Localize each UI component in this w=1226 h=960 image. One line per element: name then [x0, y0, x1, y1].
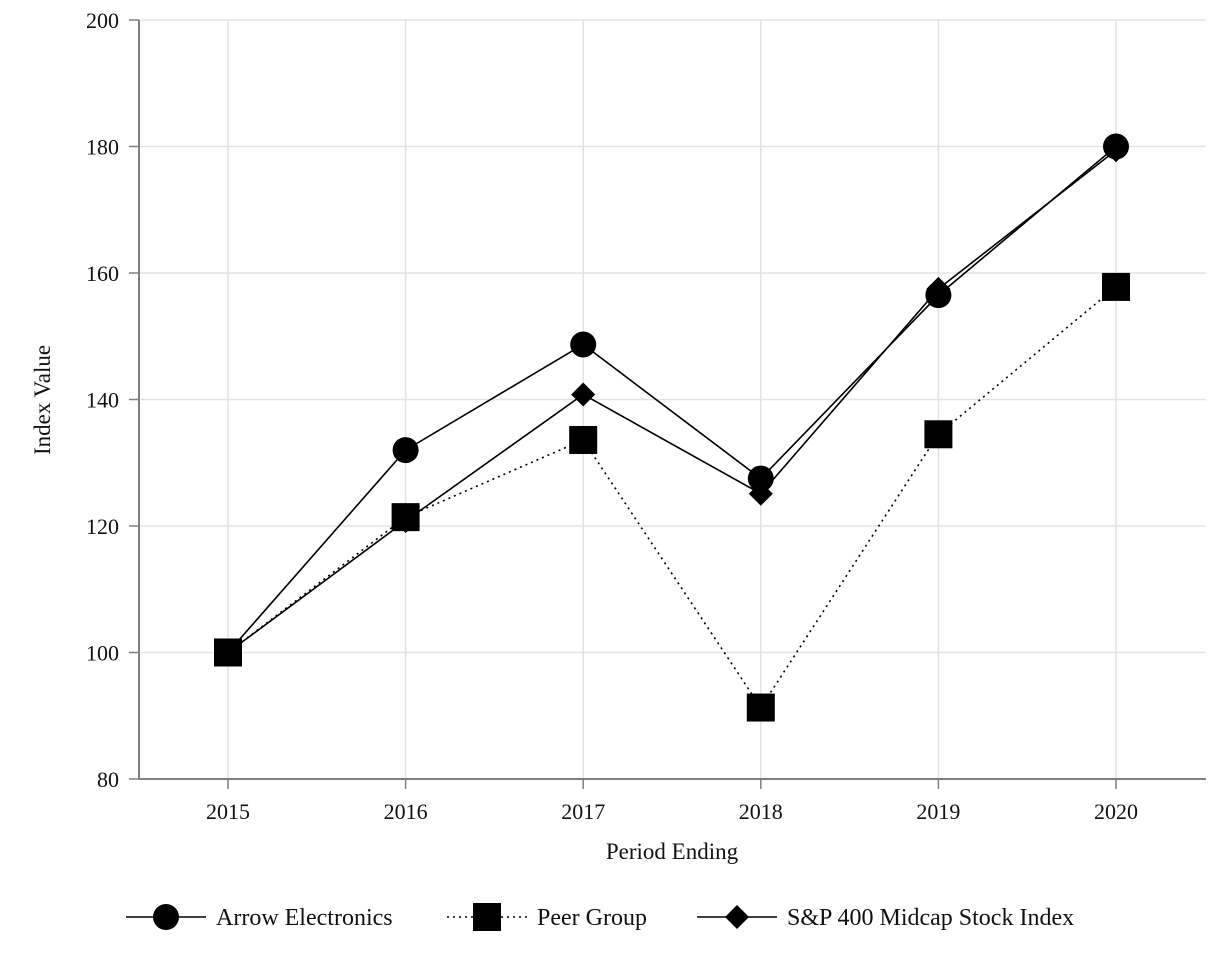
legend-item-diamond: S&P 400 Midcap Stock Index [697, 905, 1074, 931]
y-tick-label: 200 [86, 8, 119, 33]
y-tick-labels: 80 100 120 140 160 180 200 [86, 8, 119, 792]
x-tick-label: 2020 [1094, 799, 1138, 824]
y-tick-label: 160 [86, 261, 119, 286]
y-tick-label: 180 [86, 135, 119, 160]
x-tick-label: 2018 [739, 799, 783, 824]
x-tick-label: 2019 [916, 799, 960, 824]
data-point-square [1102, 272, 1130, 301]
legend-marker-square [473, 903, 501, 931]
y-axis-title: Index Value [30, 345, 55, 455]
series-line-diamond [227, 149, 1117, 654]
data-point-square [569, 425, 598, 454]
series-group [214, 133, 1130, 722]
y-tick-label: 100 [86, 641, 119, 666]
x-tick-label: 2017 [561, 799, 605, 824]
legend-marker-circle [153, 904, 179, 930]
y-tick-label: 120 [86, 514, 119, 539]
data-point-square [924, 420, 953, 449]
series-square [214, 272, 1130, 722]
series-diamond [216, 138, 1128, 665]
data-point-diamond [748, 481, 773, 506]
legend-label: Arrow Electronics [216, 905, 393, 931]
data-point-diamond [1104, 138, 1128, 163]
data-point-diamond [571, 382, 596, 407]
x-tick-label: 2015 [206, 799, 250, 824]
legend-label: Peer Group [537, 905, 647, 931]
axes [129, 19, 1206, 789]
legend-item-square: Peer Group [447, 903, 647, 931]
series-line-circle [227, 145, 1117, 654]
legend-label: S&P 400 Midcap Stock Index [787, 905, 1074, 931]
y-tick-label: 80 [97, 767, 119, 792]
gridlines [139, 19, 1206, 779]
legend-item-circle: Arrow Electronics [126, 904, 393, 931]
x-axis-title: Period Ending [606, 839, 739, 864]
y-tick-label: 140 [86, 388, 119, 413]
legend: Arrow Electronics Peer Group S&P 400 Midca… [126, 903, 1074, 931]
data-point-diamond [926, 276, 951, 301]
x-tick-label: 2016 [384, 799, 428, 824]
data-point-circle [570, 331, 597, 358]
data-point-diamond [393, 508, 418, 533]
data-point-square [746, 693, 775, 722]
data-point-diamond [216, 640, 240, 665]
data-point-circle [392, 437, 419, 464]
series-line-square [227, 286, 1117, 709]
legend-marker-diamond [725, 905, 749, 929]
x-tick-labels: 2015 2016 2017 2018 2019 2020 [206, 799, 1138, 824]
